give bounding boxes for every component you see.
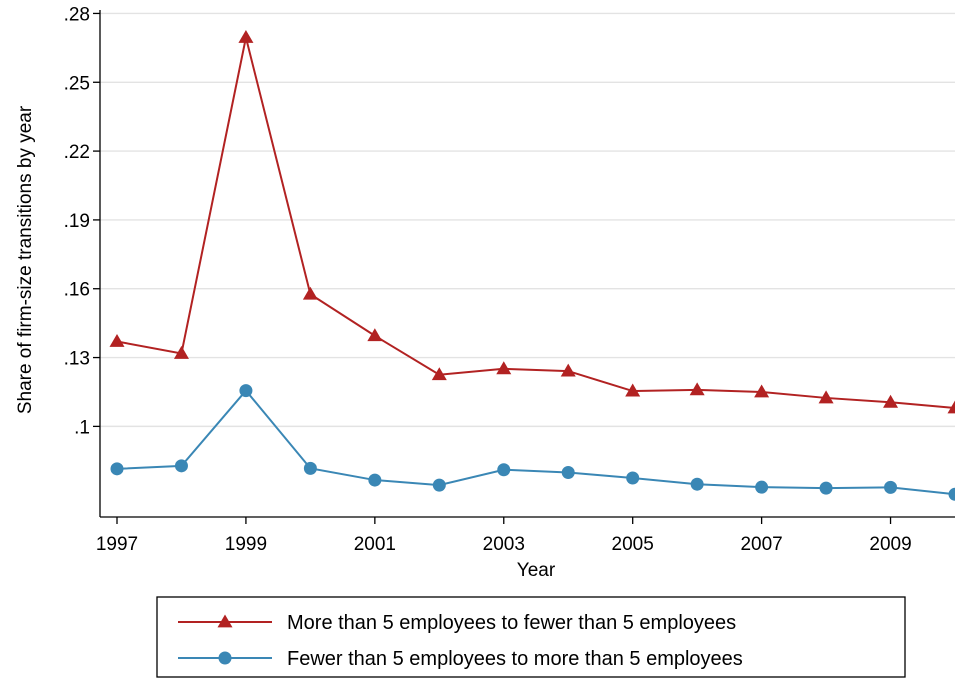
series-group — [109, 30, 955, 501]
triangle-marker — [431, 367, 447, 381]
y-tick-label: .19 — [64, 211, 90, 232]
triangle-marker — [302, 286, 318, 300]
circle-marker — [690, 477, 704, 491]
series-2 — [110, 384, 955, 501]
y-axis-ticks: .1 .13 .16 .19 .22 .25 .28 — [64, 4, 100, 438]
circle-marker — [819, 481, 833, 495]
legend-box — [156, 596, 906, 678]
triangle-marker — [367, 328, 383, 342]
triangle-marker — [496, 361, 512, 375]
circle-marker — [218, 651, 232, 665]
legend-label: More than 5 employees to fewer than 5 em… — [287, 612, 736, 634]
circle-marker — [497, 463, 511, 477]
legend-label: Fewer than 5 employees to more than 5 em… — [287, 648, 743, 670]
triangle-marker — [109, 334, 125, 347]
triangle-marker — [689, 382, 705, 396]
triangle-marker — [173, 345, 189, 359]
x-tick-label: 2005 — [612, 534, 654, 555]
axes — [99, 10, 955, 518]
triangle-marker — [560, 363, 576, 377]
circle-marker — [110, 462, 124, 476]
x-tick-label: 1999 — [225, 534, 267, 555]
y-axis-title: Share of firm-size transitions by year — [15, 105, 36, 414]
x-tick-label: 2001 — [354, 534, 396, 555]
triangle-marker — [238, 30, 254, 43]
y-tick-label: .16 — [64, 280, 90, 301]
y-tick-label: .13 — [64, 349, 90, 370]
circle-marker — [303, 461, 317, 475]
triangle-marker — [217, 614, 233, 628]
x-tick-label: 2009 — [869, 534, 911, 555]
y-tick-label: .22 — [64, 142, 90, 163]
circle-marker — [368, 473, 382, 487]
circle-marker — [561, 465, 575, 479]
series-line — [116, 37, 955, 410]
x-tick-label: 1997 — [96, 534, 138, 555]
y-tick-label: .1 — [74, 417, 90, 438]
circle-marker — [626, 471, 640, 485]
x-tick-label: 2007 — [740, 534, 782, 555]
triangle-marker — [625, 383, 641, 397]
circle-marker — [174, 459, 188, 473]
series-line — [116, 389, 955, 496]
triangle-marker — [754, 384, 770, 398]
legend: More than 5 employees to fewer than 5 em… — [156, 596, 906, 678]
series-1 — [109, 30, 955, 414]
triangle-marker — [883, 394, 899, 408]
y-tick-label: .28 — [64, 4, 90, 25]
circle-marker — [884, 480, 898, 494]
triangle-marker — [947, 400, 955, 414]
x-axis-ticks: 1997 1999 2001 2003 2005 2007 2009 — [96, 517, 912, 555]
circle-marker — [948, 487, 955, 501]
triangle-marker — [818, 390, 834, 404]
x-axis-title: Year — [517, 560, 556, 581]
y-tick-label: .25 — [64, 73, 90, 94]
x-tick-label: 2003 — [483, 534, 525, 555]
circle-marker — [239, 384, 253, 398]
gridlines — [100, 12, 955, 428]
circle-marker — [755, 480, 769, 494]
circle-marker — [432, 478, 446, 492]
